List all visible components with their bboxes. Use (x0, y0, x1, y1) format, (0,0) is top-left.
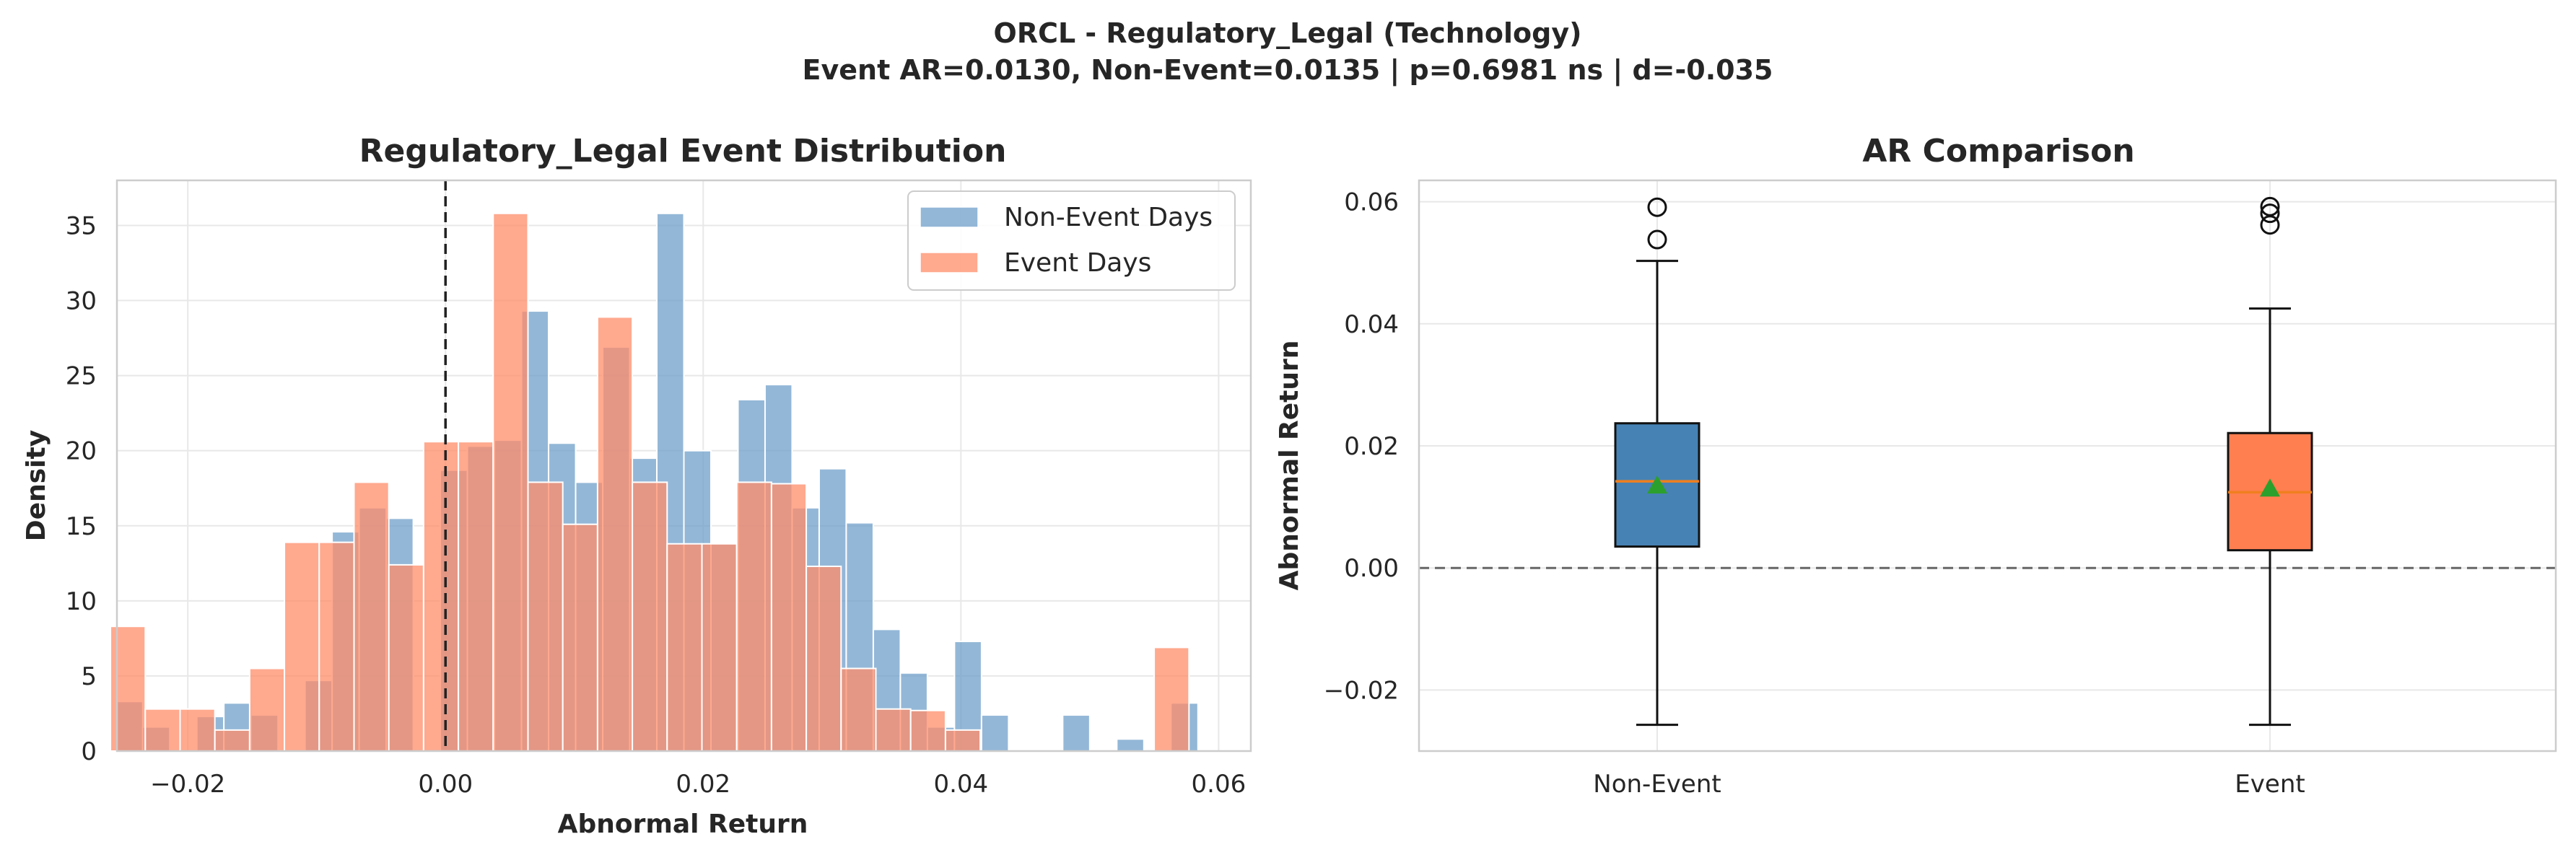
boxplot-y-tick-labels: −0.02 0.00 0.02 0.04 0.06 (1324, 188, 1399, 706)
boxplot-axes-frame (1418, 179, 2557, 752)
histogram-bar-event (701, 543, 738, 752)
y-tick-label: 20 (66, 437, 97, 466)
y-tick-label: −0.02 (1324, 676, 1399, 705)
mean-marker-non-event (1647, 475, 1667, 493)
histogram-bar-event (492, 212, 529, 752)
histogram-legend: Non-Event Days Event Days (907, 190, 1236, 291)
y-tick-label: 0.04 (1344, 310, 1399, 339)
histogram-y-tick-labels: 0 5 10 15 20 25 30 35 (66, 211, 97, 766)
y-tick-label: 15 (66, 512, 97, 541)
histogram-bar-event (248, 667, 286, 752)
y-tick-label: 0.06 (1344, 188, 1399, 217)
histogram-bar-event (144, 708, 181, 752)
y-tick-label: 0.02 (1344, 432, 1399, 461)
boxplot-panel: AR Comparison Non-Event Event −0.02 0.00 0.… (1275, 133, 2557, 799)
legend-swatch-event (920, 252, 979, 273)
outlier-point-event (2260, 196, 2280, 216)
y-tick-label: 35 (66, 211, 97, 240)
figure-suptitle-line1: ORCL - Regulatory_Legal (Technology) (994, 17, 1582, 49)
x-tick-label: 0.04 (933, 770, 988, 799)
boxplot-y-axis-label: Abnormal Return (1275, 341, 1304, 591)
legend-label-event: Event Days (1004, 248, 1151, 278)
histogram-bar-event (840, 667, 877, 752)
histogram-bar-event (735, 481, 772, 752)
histogram-y-axis-label: Density (22, 430, 51, 541)
x-tick-label: 0.02 (676, 770, 730, 799)
y-tick-label: 10 (66, 587, 97, 616)
histogram-bar-non-event (1062, 714, 1091, 752)
boxplot-marks (1614, 196, 2313, 727)
histogram-panel: Regulatory_Legal Event Distribution −0.0… (22, 133, 1252, 839)
histogram-bar-event (214, 729, 250, 752)
boxplot-x-tick-labels: Non-Event Event (1593, 770, 2305, 799)
x-tick-label: 0.06 (1192, 770, 1246, 799)
histogram-bar-event (632, 481, 668, 752)
histogram-bar-event (388, 563, 424, 752)
x-tick-label: Non-Event (1593, 770, 1721, 799)
x-tick-label: −0.02 (150, 770, 225, 799)
histogram-bar-non-event (1116, 738, 1145, 752)
histogram-bar-non-event (980, 714, 1010, 752)
legend-box (907, 190, 1236, 291)
histogram-x-axis-label: Abnormal Return (558, 809, 808, 839)
y-tick-label: 0.00 (1344, 554, 1399, 583)
histogram-x-tick-labels: −0.02 0.00 0.02 0.04 0.06 (150, 770, 1246, 799)
histogram-title: Regulatory_Legal Event Distribution (359, 133, 1007, 170)
histogram-bar-event (527, 481, 564, 752)
legend-label-non-event: Non-Event Days (1004, 203, 1213, 232)
x-tick-label: 0.00 (418, 770, 473, 799)
histogram-bar-event (353, 481, 390, 752)
outlier-point-non-event (1647, 229, 1667, 250)
histogram-bar-event (318, 541, 355, 752)
outlier-point-non-event (1647, 197, 1667, 217)
histogram-bar-event (596, 316, 634, 752)
histogram-bar-event (422, 441, 460, 752)
y-tick-label: 0 (81, 737, 97, 766)
outlier-point-event (2260, 203, 2280, 224)
histogram-bar-event (944, 729, 982, 752)
histogram-bar-event (179, 708, 216, 752)
legend-swatch-non-event (920, 206, 979, 228)
y-tick-label: 5 (81, 662, 97, 691)
histogram-bar-event (875, 708, 912, 752)
histogram-bar-event (458, 441, 494, 752)
histogram-bar-event (562, 523, 598, 752)
y-tick-label: 25 (66, 362, 97, 391)
histogram-bar-event (1153, 646, 1190, 752)
histogram-bar-event (770, 483, 808, 752)
histogram-bar-event (110, 626, 147, 752)
y-tick-label: 30 (66, 287, 97, 316)
boxplot-title: AR Comparison (1862, 133, 2134, 170)
figure-suptitle-line2: Event AR=0.0130, Non-Event=0.0135 | p=0.… (803, 54, 1773, 87)
x-tick-label: Event (2235, 770, 2305, 799)
histogram-axes-frame (115, 179, 1252, 752)
mean-marker-event (2260, 478, 2280, 497)
histogram-bar-event (666, 543, 703, 752)
histogram-bar-event (909, 709, 946, 752)
histogram-bar-event (284, 541, 320, 752)
histogram-bar-event (805, 565, 842, 752)
